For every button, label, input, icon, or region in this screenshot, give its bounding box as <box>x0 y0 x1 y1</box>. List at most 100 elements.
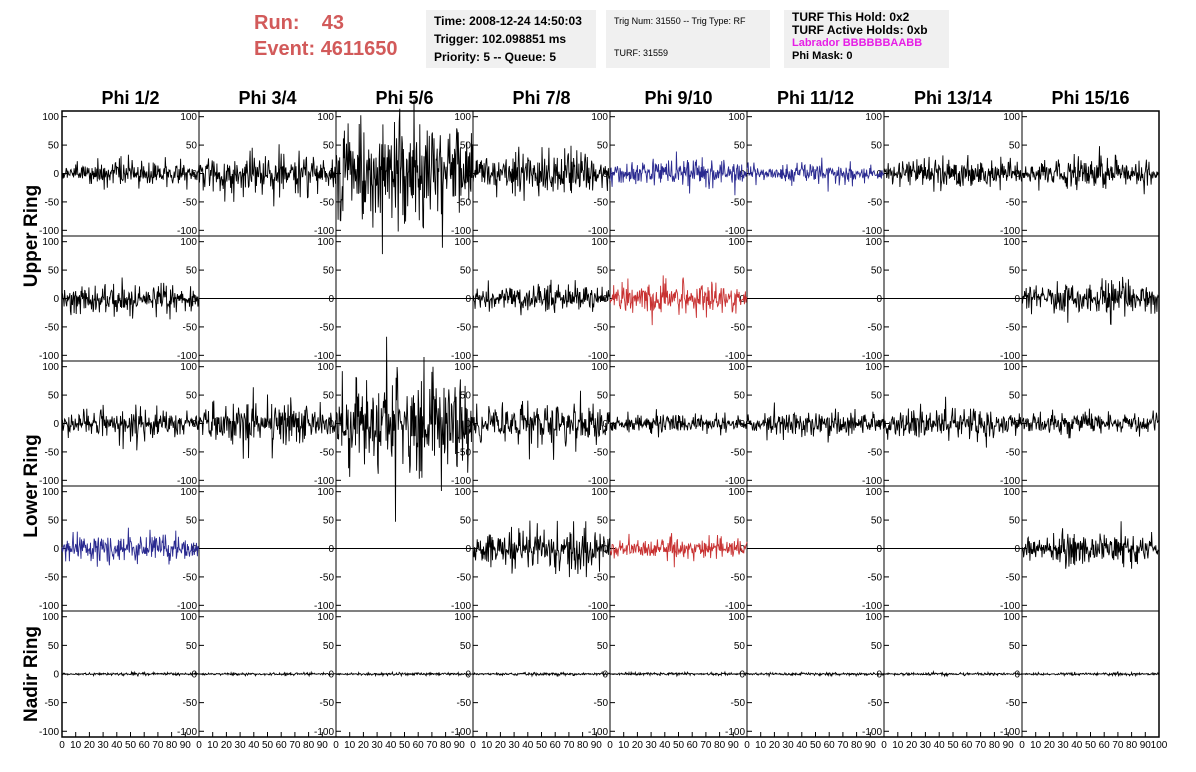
y-tick-label: -100 <box>314 476 334 487</box>
y-tick-label: -50 <box>320 322 335 333</box>
y-tick-label: -50 <box>1006 698 1021 709</box>
y-tick-label: -100 <box>725 226 745 237</box>
y-tick-label: 100 <box>180 362 197 373</box>
x-tick-label: 40 <box>385 740 397 751</box>
x-tick-label: 20 <box>84 740 96 751</box>
y-tick-label: 0 <box>328 670 334 681</box>
x-tick-label: 10 <box>207 740 219 751</box>
y-tick-label: -100 <box>39 476 59 487</box>
y-tick-label: -50 <box>45 572 60 583</box>
y-tick-label: 100 <box>317 612 334 623</box>
y-tick-label: 0 <box>876 544 882 555</box>
y-tick-label: 50 <box>1009 266 1021 277</box>
column-title: Phi 7/8 <box>512 88 570 108</box>
y-tick-label: -50 <box>45 197 60 208</box>
y-tick-label: -100 <box>451 476 471 487</box>
column-title: Phi 9/10 <box>644 88 712 108</box>
y-tick-label: -50 <box>868 447 883 458</box>
y-tick-label: 100 <box>591 237 608 248</box>
y-tick-label: -50 <box>594 322 609 333</box>
x-tick-label: 60 <box>550 740 562 751</box>
y-tick-label: -100 <box>39 727 59 738</box>
y-tick-label: 0 <box>1014 544 1020 555</box>
y-tick-label: 50 <box>1009 516 1021 527</box>
run-label: Run: <box>254 12 300 34</box>
labrador-line: Labrador BBBBBBAABB <box>792 37 923 49</box>
y-tick-label: 100 <box>1003 112 1020 123</box>
x-tick-label: 20 <box>495 740 507 751</box>
y-tick-label: 50 <box>186 391 198 402</box>
x-tick-label: 80 <box>714 740 726 751</box>
x-tick-label: 60 <box>139 740 151 751</box>
run-value: 43 <box>321 12 345 34</box>
turf-line: TURF: 31559 <box>614 48 669 58</box>
y-tick-label: -50 <box>594 447 609 458</box>
waveform-trace <box>472 670 611 678</box>
y-tick-label: 100 <box>728 362 745 373</box>
ring-title: Nadir Ring <box>21 626 42 722</box>
y-tick-label: 100 <box>180 112 197 123</box>
x-tick-label: 30 <box>372 740 384 751</box>
y-tick-label: -100 <box>314 226 334 237</box>
y-tick-label: 0 <box>465 294 471 305</box>
y-tick-label: -50 <box>320 698 335 709</box>
x-tick-label: 90 <box>180 740 192 751</box>
y-tick-label: 0 <box>876 670 882 681</box>
y-tick-label: 100 <box>591 612 608 623</box>
y-tick-label: -100 <box>451 351 471 362</box>
y-tick-label: -100 <box>1000 351 1020 362</box>
y-tick-label: -100 <box>451 727 471 738</box>
y-tick-label: 0 <box>53 670 59 681</box>
waveform-trace <box>609 409 748 438</box>
x-tick-label: 30 <box>1058 740 1070 751</box>
x-tick-label: 40 <box>1071 740 1083 751</box>
x-tick-label: 0 <box>196 740 202 751</box>
x-tick-label: 20 <box>769 740 781 751</box>
x-tick-label: 60 <box>687 740 699 751</box>
y-tick-label: -50 <box>731 447 746 458</box>
waveform-trace <box>335 670 474 678</box>
x-tick-label: 90 <box>454 740 466 751</box>
y-tick-label: -50 <box>594 572 609 583</box>
y-tick-label: 50 <box>323 391 335 402</box>
y-tick-label: -100 <box>39 601 59 612</box>
y-tick-label: 100 <box>728 237 745 248</box>
event-row: Event: 4611650 <box>254 36 397 62</box>
y-tick-label: -50 <box>868 572 883 583</box>
y-tick-label: -100 <box>588 601 608 612</box>
y-tick-label: -50 <box>868 197 883 208</box>
y-tick-label: -50 <box>731 572 746 583</box>
y-tick-label: -50 <box>183 197 198 208</box>
y-tick-label: 100 <box>454 362 471 373</box>
y-tick-label: 0 <box>53 169 59 180</box>
waveform-trace <box>883 396 1023 448</box>
waveform-trace <box>61 277 200 320</box>
y-tick-label: 100 <box>1003 612 1020 623</box>
waveform-trace <box>472 390 611 460</box>
x-tick-label: 10 <box>344 740 356 751</box>
y-tick-label: -100 <box>862 727 882 738</box>
y-tick-label: 50 <box>460 141 472 152</box>
y-tick-label: 0 <box>53 419 59 430</box>
y-tick-label: -100 <box>177 601 197 612</box>
y-tick-label: 0 <box>53 294 59 305</box>
y-tick-label: -100 <box>314 727 334 738</box>
x-tick-label: 20 <box>358 740 370 751</box>
y-tick-label: 50 <box>1009 141 1021 152</box>
ring-title: Upper Ring <box>21 185 42 287</box>
x-tick-label: 50 <box>125 740 137 751</box>
y-tick-label: -100 <box>862 601 882 612</box>
y-tick-label: -50 <box>320 197 335 208</box>
y-tick-label: -50 <box>731 698 746 709</box>
y-tick-label: -100 <box>588 727 608 738</box>
x-tick-label: 80 <box>1126 740 1138 751</box>
column-title: Phi 5/6 <box>375 88 433 108</box>
turf-hold-line: TURF This Hold: 0x2 <box>792 10 910 24</box>
y-tick-label: 50 <box>186 141 198 152</box>
y-tick-label: 50 <box>597 266 609 277</box>
x-tick-label: 70 <box>563 740 575 751</box>
y-tick-label: 100 <box>1003 362 1020 373</box>
y-tick-label: 50 <box>871 516 883 527</box>
turf-active-line: TURF Active Holds: 0xb <box>792 23 928 37</box>
